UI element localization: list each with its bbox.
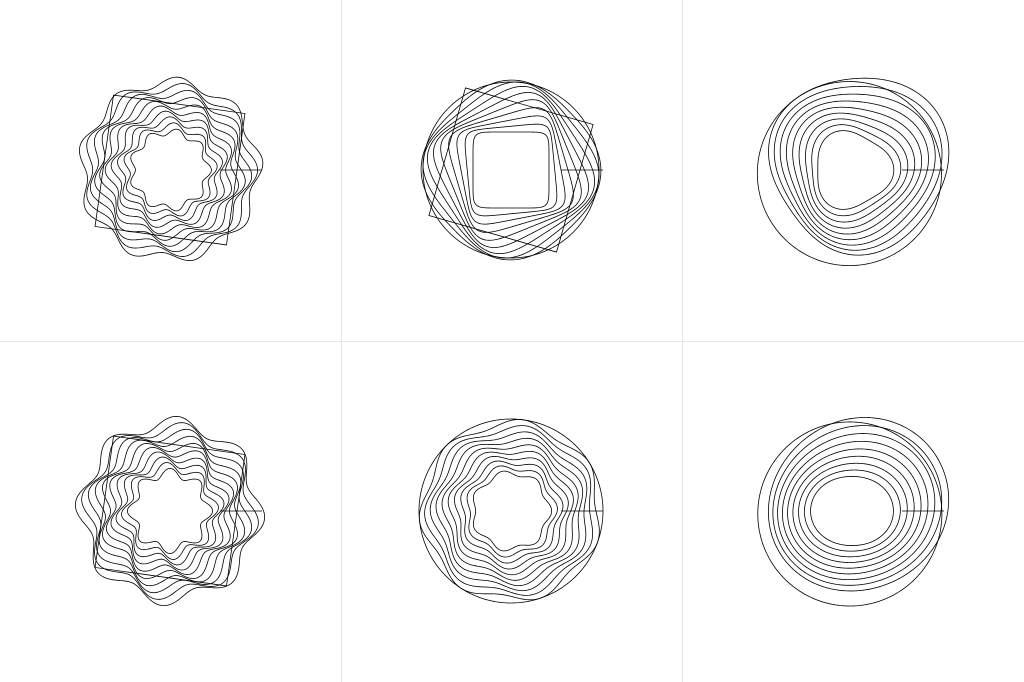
ring-line <box>79 77 262 260</box>
concentric-pattern <box>682 341 1023 682</box>
ring-line <box>773 426 942 586</box>
ring-line <box>461 461 563 563</box>
ring-line <box>467 466 557 557</box>
concentric-pattern <box>682 0 1023 341</box>
ring-group <box>79 77 262 260</box>
pattern-cell <box>682 341 1023 682</box>
ring-line <box>106 447 233 574</box>
ring-line <box>473 471 551 551</box>
ring-line <box>131 129 212 211</box>
ring-line <box>465 124 557 216</box>
ring-line <box>122 463 219 560</box>
ring-line <box>111 452 229 570</box>
ring-line <box>788 449 922 568</box>
ring-line <box>799 113 915 228</box>
pattern-cell <box>341 341 682 682</box>
grid-divider-horizontal <box>0 341 1024 342</box>
ring-group <box>758 418 949 607</box>
pattern-cell <box>0 0 341 341</box>
ring-group <box>757 78 949 265</box>
pattern-cell <box>0 341 341 682</box>
pattern-cell <box>341 0 682 341</box>
ring-line <box>793 456 914 562</box>
ring-line <box>419 419 599 599</box>
ring-line <box>473 132 549 208</box>
concentric-pattern <box>0 0 341 341</box>
ring-line <box>124 123 217 216</box>
ring-line <box>442 445 578 581</box>
ring-group <box>421 80 603 260</box>
ring-line <box>778 434 935 580</box>
concentric-pattern <box>341 0 682 341</box>
ring-line <box>95 98 246 247</box>
ring-line <box>811 476 894 545</box>
concentric-pattern <box>341 341 682 682</box>
ring-line <box>441 100 582 241</box>
ring-line <box>127 468 212 553</box>
ring-line <box>804 470 900 551</box>
concentric-pattern <box>0 341 341 682</box>
pattern-cell <box>682 0 1023 341</box>
ring-group <box>75 416 264 605</box>
ring-group <box>419 419 603 603</box>
ring-line <box>116 457 224 565</box>
ring-line <box>799 463 908 557</box>
ring-line <box>769 78 949 255</box>
